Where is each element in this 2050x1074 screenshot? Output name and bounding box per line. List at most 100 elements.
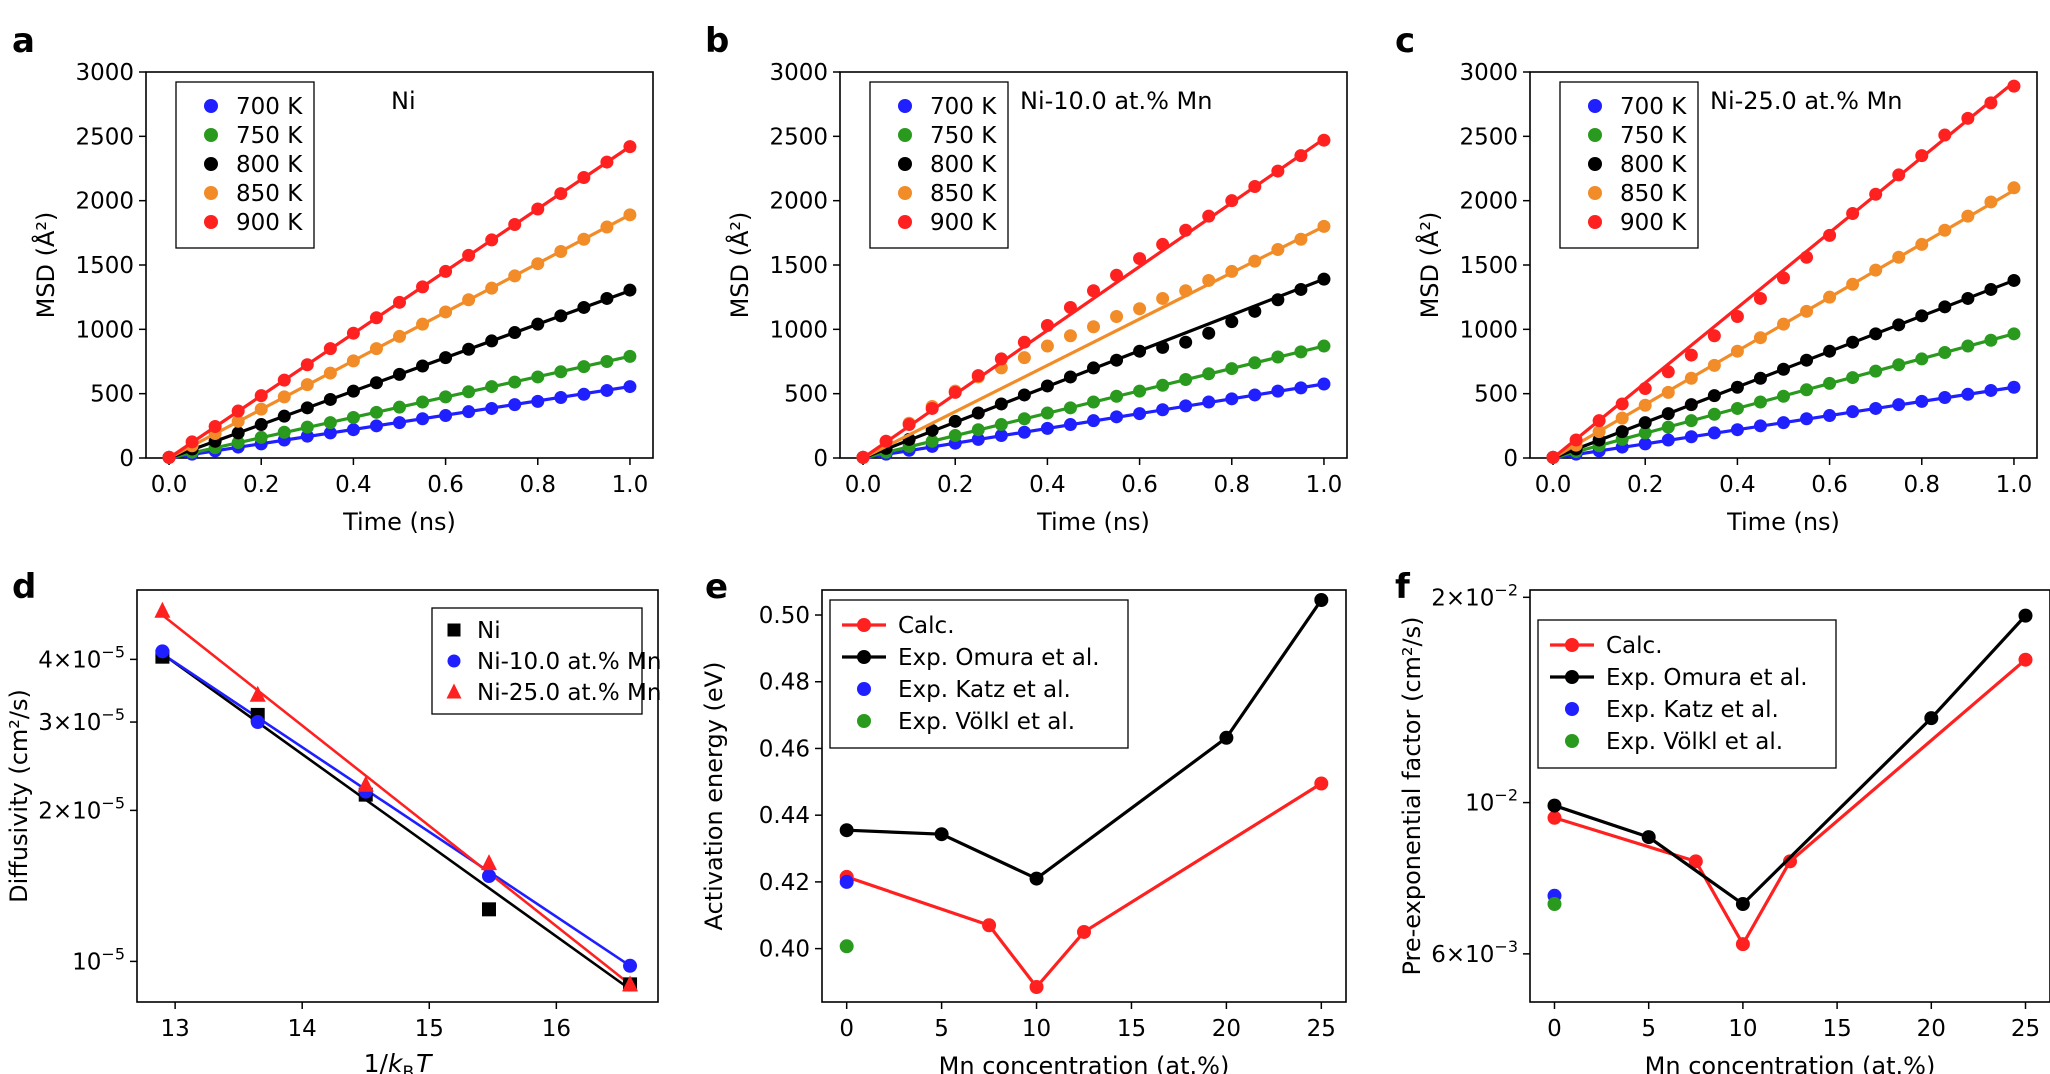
legend-label-f: Exp. Katz et al. — [1606, 697, 1779, 723]
data-point-800K-c — [1938, 300, 1952, 314]
data-point-750K-c — [2007, 327, 2021, 341]
data-point-800K-a — [393, 367, 406, 381]
legend-label-e: Exp. Katz et al. — [898, 677, 1071, 703]
legend-marker-a — [204, 99, 218, 113]
data-point-d — [154, 601, 171, 618]
data-point-800K-a — [369, 376, 383, 390]
legend-label-c: 700 K — [1620, 94, 1687, 120]
data-point-750K-a — [439, 390, 453, 404]
data-point-700K-c — [1800, 412, 1814, 426]
fit-line-900K-c — [1552, 81, 2015, 460]
legend-marker-a — [204, 128, 218, 142]
data-point-750K-b — [1017, 412, 1031, 426]
data-point-750K-c — [1869, 364, 1883, 378]
data-point-900K-b — [1133, 252, 1147, 266]
data-point-850K-c — [1846, 277, 1860, 291]
legend-label-a: 850 K — [236, 181, 303, 207]
legend-marker-e — [857, 618, 871, 632]
y-axis-label-d: Diffusivity (cm²/s) — [5, 689, 33, 903]
data-point-750K-c — [1661, 420, 1675, 434]
data-point-900K-c — [1984, 96, 1998, 110]
data-point-900K-c — [1938, 128, 1952, 142]
data-point-750K-a — [623, 349, 637, 363]
legend-marker-e — [857, 650, 871, 664]
data-point-900K-b — [1017, 335, 1031, 349]
data-point-800K-b — [1040, 379, 1054, 393]
legend-label-e: Calc. — [898, 613, 955, 639]
data-point-850K-c — [1615, 411, 1629, 425]
data-point-750K-b — [1225, 362, 1239, 376]
data-point-900K-c — [1777, 271, 1790, 285]
x-tick-label-b: 0.2 — [937, 472, 974, 498]
data-point-900K-a — [254, 389, 268, 403]
data-point-850K-b — [1294, 232, 1308, 246]
data-point-700K-c — [1846, 405, 1860, 419]
data-point-750K-b — [925, 434, 939, 448]
legend-box-b — [869, 81, 1009, 249]
legend-marker-b — [898, 99, 912, 113]
data-point-750K-a — [508, 375, 522, 389]
x-tick-label-d: 14 — [288, 1016, 317, 1042]
legend-label-c: 750 K — [1620, 123, 1687, 149]
y-tick-label-b: 500 — [784, 382, 828, 408]
legend-marker-c — [1588, 186, 1602, 200]
data-point-800K-a — [600, 291, 614, 305]
axes-frame-f — [1529, 589, 2050, 1003]
data-point-700K-a — [508, 398, 522, 412]
data-point-900K-c — [1638, 382, 1652, 396]
panel-annotation-c: Ni-25.0 at.% Mn — [1710, 87, 1902, 115]
data-point-800K-a — [346, 384, 360, 398]
y-axis-label-e: Activation energy (eV) — [700, 662, 728, 931]
x-tick-label-f: 15 — [1822, 1016, 1851, 1042]
x-tick-label-a: 1.0 — [612, 472, 649, 498]
y-tick-label-b: 3000 — [769, 60, 828, 86]
legend-label-e: Exp. Omura et al. — [898, 645, 1100, 671]
data-point-850K-c — [1707, 358, 1721, 372]
panel-label-e: e — [705, 567, 728, 607]
data-point-900K-c — [1730, 309, 1744, 323]
data-point-850K-c — [1753, 331, 1767, 345]
data-point-700K-c — [1869, 401, 1883, 415]
data-point-700K-c — [1638, 437, 1652, 451]
data-point-800K-b — [1063, 370, 1077, 384]
x-tick-label-b: 0.0 — [845, 472, 882, 498]
data-point-d — [357, 775, 374, 792]
fit-line-d — [161, 614, 631, 986]
data-point-700K-c — [1984, 383, 1998, 397]
y-axis-label-b: MSD (Å²) — [725, 212, 754, 319]
data-point-750K-c — [1892, 358, 1906, 372]
y-tick-label-a: 1500 — [75, 253, 134, 279]
x-tick-label-f: 25 — [2011, 1016, 2040, 1042]
y-tick-label-e: 0.44 — [759, 803, 810, 829]
data-point-750K-a — [323, 416, 337, 430]
data-point-900K-a — [554, 187, 568, 201]
legend-marker-a — [204, 215, 218, 229]
data-point-900K-c — [2007, 79, 2021, 93]
data-point-850K-a — [393, 329, 406, 343]
data-point-850K-a — [508, 269, 522, 283]
legend-label-a: 750 K — [236, 123, 303, 149]
data-point-f — [1688, 854, 1703, 869]
data-point-700K-c — [2007, 380, 2021, 394]
data-point-700K-b — [1133, 407, 1147, 421]
fit-line-d — [161, 652, 631, 991]
data-point-900K-b — [1202, 209, 1216, 223]
data-point-800K-c — [1961, 291, 1975, 305]
data-point-800K-c — [1707, 389, 1721, 403]
data-point-800K-c — [1638, 416, 1652, 430]
x-tick-label-a: 0.4 — [335, 472, 372, 498]
legend-marker-b — [898, 186, 912, 200]
data-point-850K-a — [254, 402, 268, 416]
data-point-900K-c — [1684, 348, 1698, 362]
data-point-750K-a — [531, 370, 545, 384]
y-tick-label-a: 2000 — [75, 189, 134, 215]
data-point-750K-c — [1684, 414, 1698, 428]
data-point-750K-a — [369, 405, 383, 419]
data-point-800K-b — [1271, 293, 1285, 307]
y-tick-label-b: 0 — [813, 446, 828, 472]
y-tick-label-f: 2×10−2 — [1431, 580, 1518, 611]
data-point-750K-b — [971, 423, 985, 437]
data-point-850K-c — [1638, 398, 1652, 412]
data-point-750K-c — [1638, 426, 1652, 440]
